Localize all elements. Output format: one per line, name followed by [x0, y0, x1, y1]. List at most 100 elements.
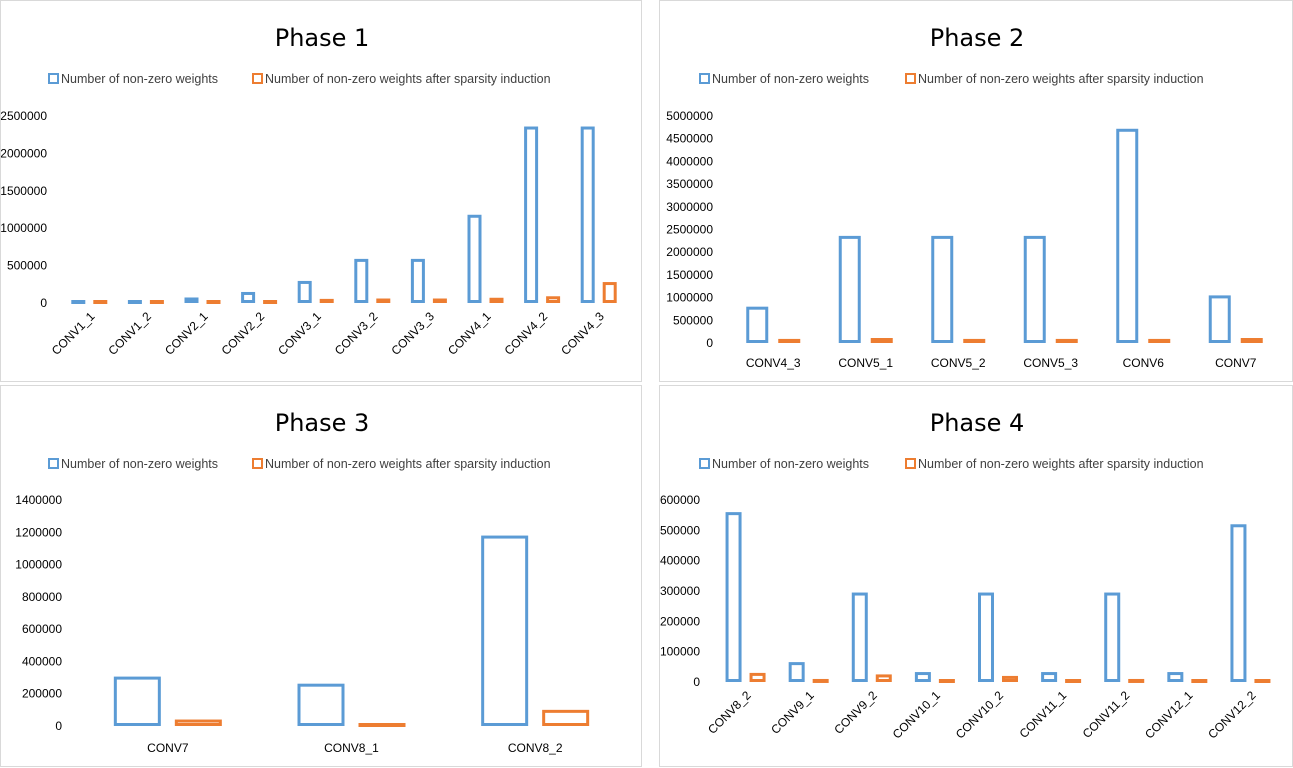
y-tick-label: 200000 [22, 687, 62, 701]
y-tick-label: 1500000 [666, 268, 713, 282]
bar-sparse-conv8_2 [542, 709, 590, 727]
y-tick-label: 200000 [660, 614, 700, 628]
bar-sparse-conv10_2 [1002, 675, 1018, 682]
y-tick-label: 0 [55, 719, 62, 733]
bar-original-conv3_1 [297, 280, 312, 303]
chart-title: Phase 2 [930, 24, 1025, 52]
x-tick-label: CONV11_2 [1080, 688, 1133, 741]
x-tick-label: CONV7 [1215, 356, 1257, 370]
y-tick-label: 4000000 [666, 154, 713, 168]
legend-label: Number of non-zero weights [712, 72, 869, 86]
bar-sparse-conv6 [1148, 338, 1171, 344]
bar-sparse-conv5_2 [963, 338, 986, 344]
bar-original-conv4_2 [524, 126, 539, 303]
y-tick-label: 1000000 [666, 291, 713, 305]
chart-title: Phase 1 [275, 24, 370, 52]
x-tick-label: CONV10_2 [953, 688, 1007, 742]
legend-swatch-sparse [905, 73, 916, 84]
bar-sparse-conv7 [1240, 338, 1263, 344]
y-tick-label: 400000 [22, 654, 62, 668]
bar-original-conv4_3 [746, 306, 769, 343]
bar-sparse-conv2_1 [206, 300, 221, 304]
x-tick-label: CONV12_2 [1205, 688, 1259, 742]
chart-panel-phase-4: Phase 4 Number of non-zero weights Number … [659, 385, 1293, 767]
bar-original-conv11_1 [1041, 672, 1058, 682]
bar-original-conv7 [113, 676, 161, 726]
legend-swatch-sparse [905, 458, 916, 469]
x-tick-label: CONV5_3 [1023, 356, 1078, 370]
y-tick-label: 0 [706, 336, 713, 350]
chart-panel-phase-1: Phase 1 Number of non-zero weights Number … [0, 0, 642, 382]
x-tick-label: CONV11_1 [1017, 688, 1070, 741]
bar-sparse-conv8_1 [358, 723, 406, 727]
y-tick-label: 4500000 [666, 132, 713, 146]
y-tick-label: 500000 [660, 523, 700, 537]
y-tick-label: 1200000 [15, 525, 62, 539]
legend-label: Number of non-zero weights [61, 457, 218, 471]
y-tick-label: 0 [40, 296, 47, 310]
chart-phase-3: Phase 3 Number of non-zero weights Number … [15, 409, 590, 755]
bar-sparse-conv1_2 [149, 300, 164, 304]
bar-sparse-conv4_2 [546, 296, 561, 304]
bar-original-conv4_1 [467, 214, 482, 303]
y-tick-label: 800000 [22, 590, 62, 604]
legend-swatch-original [699, 73, 710, 84]
bar-original-conv4_3 [580, 126, 595, 303]
y-tick-label: 3000000 [666, 200, 713, 214]
bar-original-conv1_2 [127, 300, 142, 304]
bar-original-conv8_2 [481, 535, 529, 726]
bar-sparse-conv9_2 [875, 674, 892, 682]
y-tick-label: 600000 [22, 622, 62, 636]
legend-label: Number of non-zero weights after sparsit… [918, 457, 1204, 471]
bar-original-conv10_1 [914, 672, 931, 682]
bar-sparse-conv7 [174, 719, 222, 726]
bar-original-conv6 [1116, 128, 1139, 343]
y-tick-label: 2500000 [666, 223, 713, 237]
legend-label: Number of non-zero weights after sparsit… [265, 72, 551, 86]
bar-sparse-conv12_2 [1254, 679, 1271, 683]
y-tick-label: 100000 [660, 645, 700, 659]
bar-sparse-conv4_3 [778, 338, 801, 344]
bar-original-conv5_2 [931, 235, 954, 343]
x-tick-label: CONV5_1 [838, 356, 893, 370]
bar-original-conv5_3 [1023, 235, 1046, 343]
y-tick-label: 3500000 [666, 177, 713, 191]
x-tick-label: CONV3_1 [275, 309, 324, 358]
y-tick-label: 300000 [660, 584, 700, 598]
bar-sparse-conv3_3 [432, 298, 447, 303]
bar-sparse-conv8_2 [749, 672, 766, 682]
x-tick-label: CONV10_1 [890, 688, 944, 742]
legend-swatch-sparse [252, 458, 263, 469]
x-tick-label: CONV1_2 [105, 309, 154, 358]
bar-sparse-conv12_1 [1191, 679, 1208, 683]
legend-swatch-original [48, 458, 59, 469]
y-tick-label: 600000 [660, 493, 700, 507]
bar-original-conv10_2 [978, 592, 994, 683]
bar-sparse-conv9_1 [812, 678, 829, 683]
bar-original-conv12_1 [1167, 672, 1184, 682]
bar-sparse-conv5_3 [1055, 338, 1078, 344]
x-tick-label: CONV12_1 [1142, 688, 1196, 742]
x-tick-label: CONV1_1 [49, 309, 98, 358]
bar-original-conv3_2 [354, 258, 369, 303]
x-tick-label: CONV8_2 [508, 741, 563, 755]
chart-panel-phase-3: Phase 3 Number of non-zero weights Number … [0, 385, 642, 767]
bar-original-conv2_2 [241, 291, 256, 304]
x-tick-label: CONV6 [1123, 356, 1165, 370]
bar-original-conv9_2 [851, 592, 868, 683]
bar-sparse-conv10_1 [938, 679, 955, 683]
x-tick-label: CONV9_2 [831, 688, 880, 737]
chart-phase-1: Phase 1 Number of non-zero weights Number … [1, 24, 617, 358]
bar-original-conv8_2 [725, 512, 742, 682]
bar-original-conv9_1 [788, 662, 805, 683]
bar-original-conv5_1 [838, 235, 861, 343]
x-tick-label: CONV3_2 [332, 309, 381, 358]
bar-sparse-conv4_3 [602, 282, 617, 303]
chart-panel-phase-2: Phase 2 Number of non-zero weights Number … [659, 0, 1293, 382]
chart-phase-4: Phase 4 Number of non-zero weights Number … [660, 409, 1271, 742]
bar-original-conv2_1 [184, 297, 199, 303]
x-tick-label: CONV4_3 [558, 309, 607, 358]
bar-original-conv7 [1208, 295, 1231, 344]
bar-sparse-conv1_1 [93, 300, 108, 304]
bar-sparse-conv4_1 [489, 297, 504, 304]
